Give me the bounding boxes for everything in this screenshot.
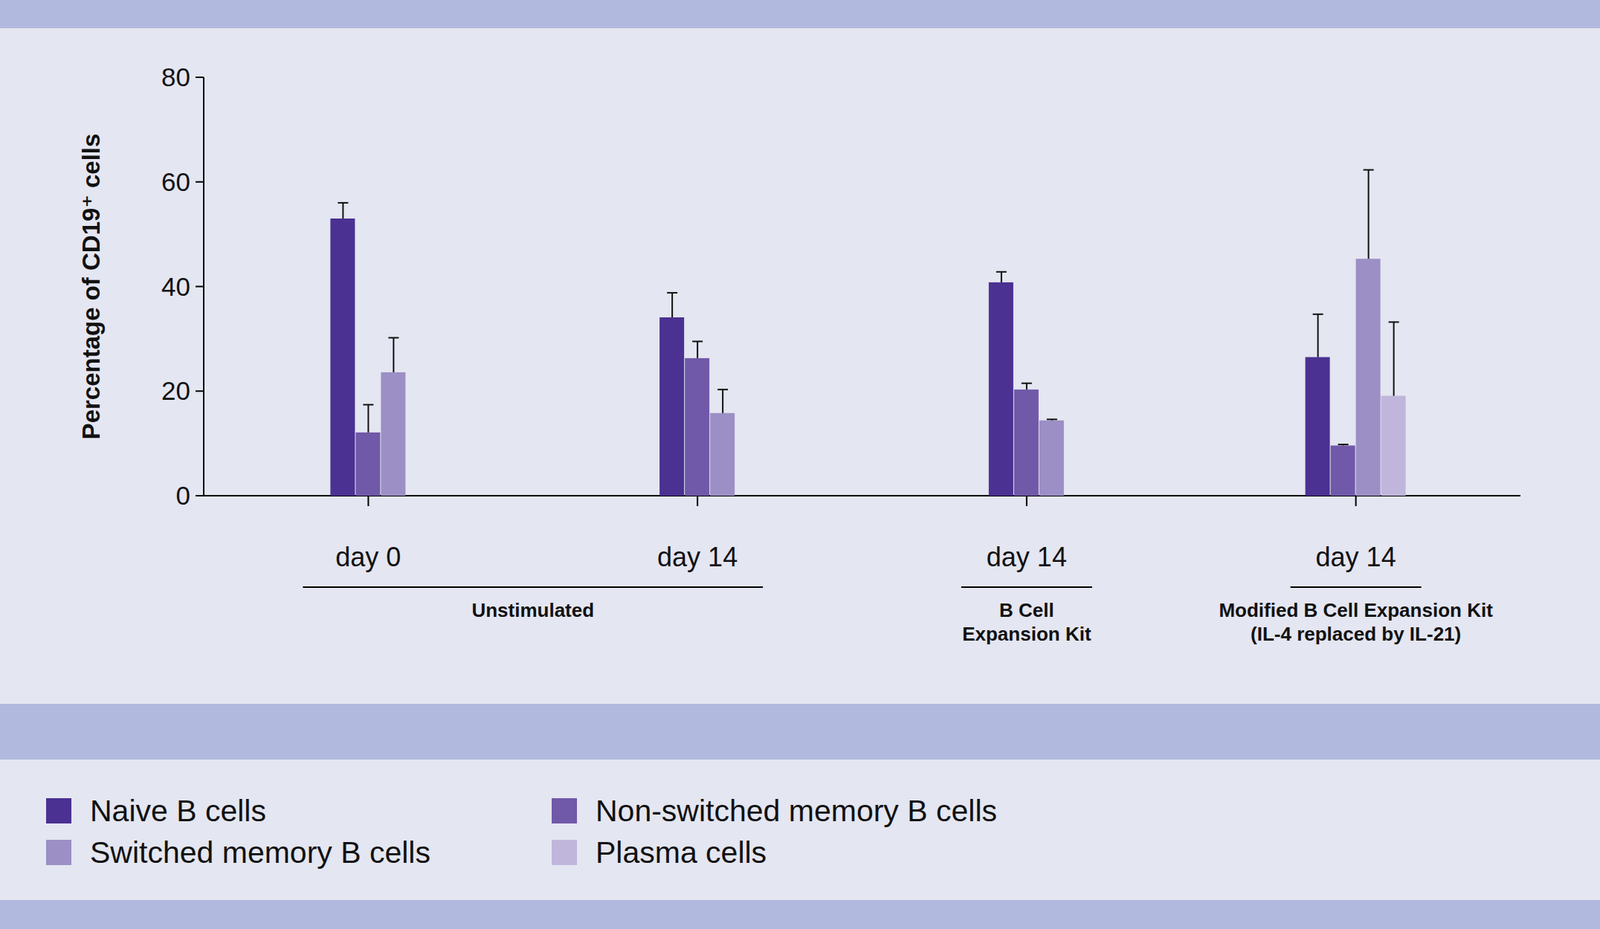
group-label-line: (IL-4 replaced by IL-21) — [1250, 623, 1461, 646]
group-label-line: Modified B Cell Expansion Kit — [1218, 599, 1493, 622]
y-tick — [195, 390, 204, 392]
error-bar — [692, 341, 703, 359]
y-tick-label: 60 — [161, 167, 191, 197]
error-cap — [996, 271, 1007, 273]
error-cap — [666, 292, 678, 294]
group-label-line: B Cell — [999, 599, 1055, 622]
legend-label: Switched memory B cells — [89, 835, 431, 870]
group-label-line: Unstimulated — [471, 599, 595, 622]
bar — [1305, 357, 1331, 496]
error-bar — [1313, 314, 1324, 358]
x-tick — [1355, 495, 1357, 507]
y-tick-label: 80 — [161, 62, 191, 92]
bar — [380, 372, 406, 496]
error-stem — [1317, 314, 1319, 358]
y-tick — [195, 181, 204, 183]
error-cap — [388, 336, 399, 339]
bar — [355, 432, 380, 496]
error-bar — [337, 202, 348, 219]
x-tick-label: day 14 — [986, 542, 1067, 573]
error-stem — [392, 337, 395, 372]
x-tick — [367, 495, 369, 507]
bottom-band — [0, 900, 1600, 929]
x-tick-label: day 14 — [1315, 542, 1397, 573]
y-axis-label: Percentage of CD19⁺ cells — [77, 133, 105, 441]
error-bar — [717, 389, 728, 414]
error-bar — [1046, 419, 1058, 421]
legend-swatch — [46, 798, 72, 824]
error-bar — [996, 272, 1007, 283]
error-cap — [1313, 313, 1324, 316]
legend-swatch — [551, 840, 577, 866]
bar — [1356, 258, 1381, 496]
legend-label: Non-switched memory B cells — [595, 794, 998, 829]
error-cap — [1046, 418, 1058, 421]
group-label-line: Expansion Kit — [962, 623, 1092, 646]
error-stem — [1368, 170, 1370, 260]
error-cap — [692, 340, 703, 343]
bar — [1330, 445, 1356, 496]
group-underline — [302, 586, 763, 589]
error-stem — [1393, 321, 1395, 396]
error-cap — [1338, 443, 1349, 446]
top-band — [0, 0, 1600, 29]
error-cap — [337, 202, 348, 204]
background — [0, 0, 1600, 929]
x-tick — [1026, 495, 1028, 507]
group-label: Modified B Cell Expansion Kit(IL-4 repla… — [1218, 599, 1493, 646]
legend: Naive B cells Non-switched memory B cells… — [46, 794, 998, 870]
x-tick-label: day 14 — [657, 542, 738, 573]
error-cap — [1021, 382, 1032, 385]
y-tick — [195, 286, 204, 288]
y-tick — [195, 76, 204, 79]
bar — [659, 317, 685, 496]
error-cap — [362, 404, 374, 406]
error-stem — [367, 405, 369, 433]
bars — [330, 170, 1406, 496]
legend-swatch — [46, 840, 72, 866]
error-stem — [696, 341, 699, 359]
middle-band — [0, 704, 1600, 760]
error-stem — [342, 202, 344, 219]
y-tick-label: 40 — [161, 272, 191, 302]
error-bar — [1363, 170, 1374, 260]
bar — [1014, 389, 1039, 496]
y-tick-label: 20 — [161, 376, 191, 406]
error-stem — [721, 389, 724, 414]
error-bar — [666, 292, 678, 318]
error-stem — [671, 292, 673, 318]
error-bar — [362, 405, 374, 433]
chart: 0 20 40 60 80 Percentage of CD19⁺ cells day 0 d… — [0, 0, 1600, 929]
y-tick-label: 0 — [176, 481, 191, 511]
x-tick — [696, 495, 699, 507]
error-stem — [1026, 383, 1028, 390]
error-bar — [1021, 383, 1032, 390]
bar — [988, 282, 1014, 496]
bar — [1381, 396, 1406, 496]
error-cap — [1388, 321, 1400, 323]
error-cap — [1363, 169, 1374, 172]
legend-label: Plasma cells — [595, 835, 767, 870]
error-bar — [1338, 444, 1349, 446]
bar — [710, 413, 735, 496]
legend-label: Naive B cells — [89, 794, 267, 829]
x-tick-label: day 0 — [335, 542, 401, 573]
group-underline — [961, 586, 1093, 589]
bar — [684, 358, 710, 496]
error-bar — [388, 337, 399, 372]
legend-swatch — [551, 798, 577, 824]
group-label: Unstimulated — [471, 599, 595, 622]
y-tick — [195, 495, 204, 497]
group-underline — [1290, 586, 1422, 589]
error-cap — [717, 388, 728, 391]
group-label: B CellExpansion Kit — [962, 599, 1092, 646]
error-bar — [1388, 321, 1400, 396]
error-stem — [1000, 272, 1003, 283]
bar — [330, 218, 355, 496]
bar — [1039, 420, 1064, 496]
